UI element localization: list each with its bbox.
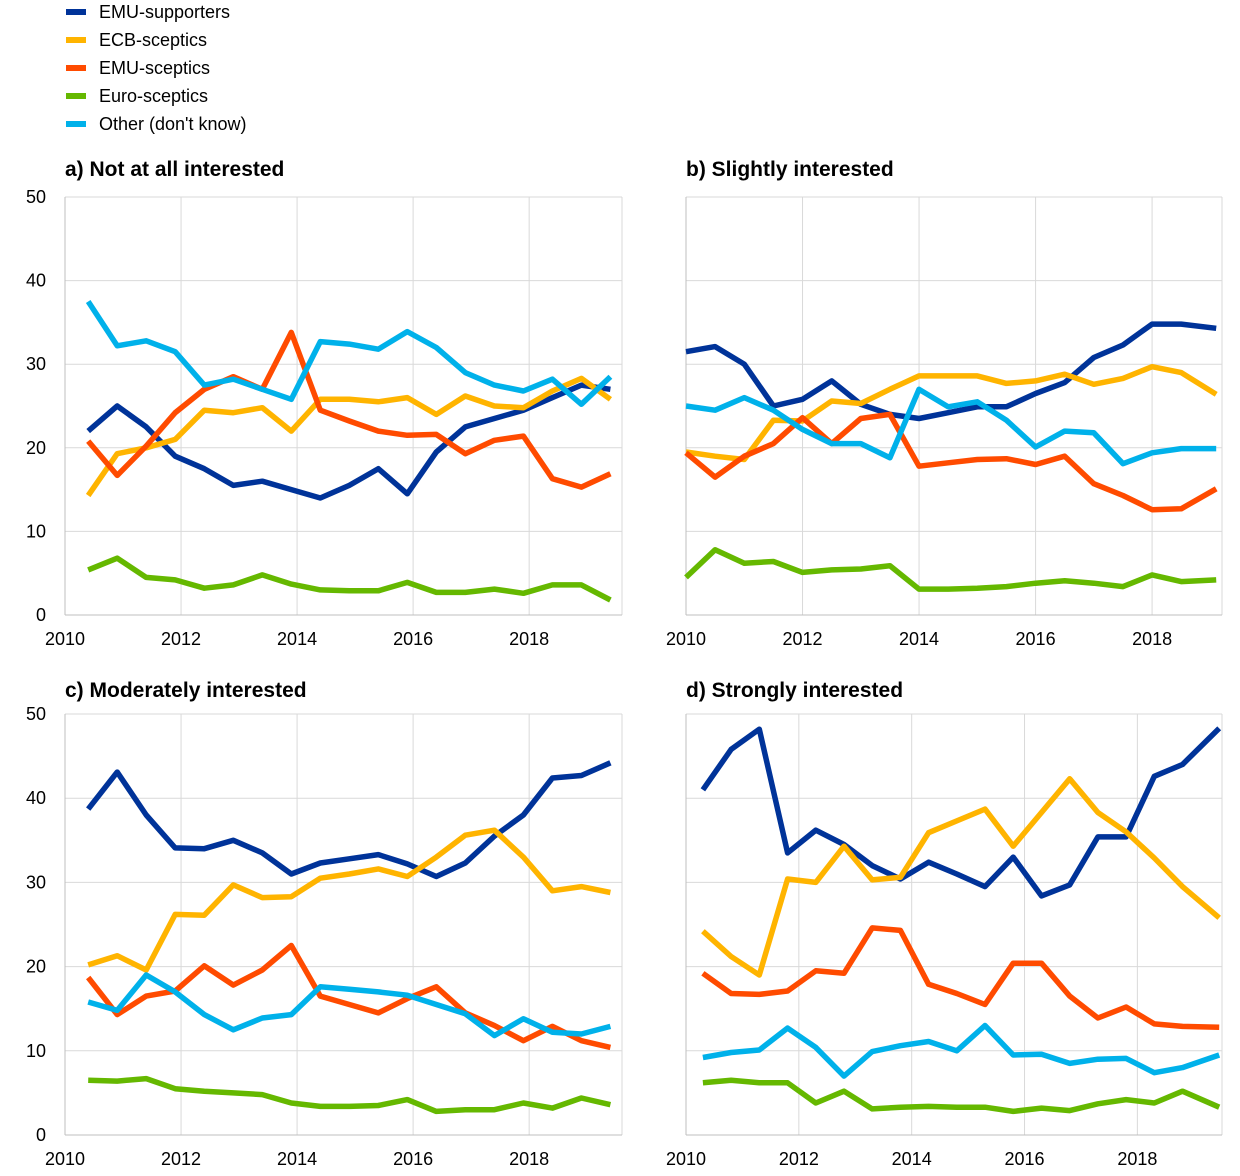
legend-item-euro_sceptics: Euro-sceptics — [66, 86, 208, 106]
series-line-other-b — [685, 386, 1217, 467]
x-tick-label-c: 2012 — [161, 1149, 201, 1169]
x-tick-label-c: 2010 — [45, 1149, 85, 1169]
y-tick-label-a: 0 — [36, 605, 46, 625]
y-tick-label-c: 30 — [26, 872, 46, 892]
panel-d: d) Strongly interested 2010 2012 2014 2016 20… — [666, 679, 1223, 1169]
y-tick-label-a: 20 — [26, 438, 46, 458]
series-line-euro_sceptics-c — [88, 1075, 612, 1115]
y-tick-label-c: 50 — [26, 704, 46, 724]
legend-item-emu_supporters: EMU-supporters — [66, 2, 230, 22]
panel-title-c: c) Moderately interested — [65, 679, 307, 702]
series-line-emu_supporters-c — [86, 760, 612, 880]
x-tick-label-d: 2014 — [892, 1149, 932, 1169]
x-tick-label-b: 2012 — [782, 629, 822, 649]
series-line-other-a — [85, 299, 613, 408]
x-tick-label-a: 2012 — [161, 629, 201, 649]
x-tick-label-c: 2018 — [509, 1149, 549, 1169]
x-tick-label-c: 2014 — [277, 1149, 317, 1169]
legend-label-other: Other (don't know) — [99, 114, 247, 134]
panel-c: c) Moderately interested 0 10 20 30 40 50 2010 2… — [26, 679, 623, 1169]
x-tick-label-a: 2014 — [277, 629, 317, 649]
x-tick-label-d: 2018 — [1117, 1149, 1157, 1169]
series-line-emu_sceptics-d — [701, 925, 1220, 1030]
series-line-ecb_sceptics-c — [87, 827, 611, 973]
series-line-emu_supporters-b — [685, 321, 1217, 422]
y-tick-label-c: 10 — [26, 1041, 46, 1061]
x-tick-label-b: 2016 — [1016, 629, 1056, 649]
series-line-ecb_sceptics-d — [701, 776, 1221, 978]
y-tick-label-a: 10 — [26, 521, 46, 541]
legend: EMU-supporters ECB-sceptics EMU-sceptics Eu… — [66, 2, 247, 134]
series-line-euro_sceptics-a — [87, 555, 612, 603]
series-line-emu_sceptics-a — [86, 329, 612, 490]
x-tick-label-c: 2016 — [393, 1149, 433, 1169]
panel-a: a) Not at all interested 0 10 20 30 40 50 2010 2… — [26, 158, 623, 649]
series-line-other-d — [702, 1022, 1221, 1079]
legend-label-ecb_sceptics: ECB-sceptics — [99, 30, 207, 50]
x-tick-label-a: 2010 — [45, 629, 85, 649]
y-tick-label-c: 40 — [26, 788, 46, 808]
legend-label-emu_supporters: EMU-supporters — [99, 2, 230, 22]
y-tick-label-a: 50 — [26, 187, 46, 207]
panel-title-a: a) Not at all interested — [65, 158, 284, 181]
legend-item-emu_sceptics: EMU-sceptics — [66, 58, 210, 78]
y-tick-label-c: 20 — [26, 957, 46, 977]
series-line-euro_sceptics-b — [684, 547, 1217, 592]
series-line-emu_sceptics-c — [86, 942, 612, 1051]
legend-item-ecb_sceptics: ECB-sceptics — [66, 30, 207, 50]
x-tick-label-a: 2018 — [509, 629, 549, 649]
x-tick-label-b: 2018 — [1132, 629, 1172, 649]
legend-label-emu_sceptics: EMU-sceptics — [99, 58, 210, 78]
y-tick-label-a: 30 — [26, 354, 46, 374]
series-line-other-c — [87, 972, 612, 1039]
series-line-ecb_sceptics-a — [85, 375, 613, 498]
panel-title-b: b) Slightly interested — [686, 158, 894, 181]
legend-item-other: Other (don't know) — [66, 114, 247, 134]
series-line-emu_supporters-d — [700, 726, 1222, 899]
panel-b: b) Slightly interested 2010 2012 2014 2016 20… — [666, 158, 1223, 649]
series-line-ecb_sceptics-b — [685, 363, 1218, 463]
x-tick-label-b: 2010 — [666, 629, 706, 649]
series-line-euro_sceptics-d — [702, 1077, 1221, 1115]
y-tick-label-a: 40 — [26, 271, 46, 291]
panel-title-d: d) Strongly interested — [686, 679, 903, 702]
legend-label-euro_sceptics: Euro-sceptics — [99, 86, 208, 106]
x-tick-label-b: 2014 — [899, 629, 939, 649]
x-tick-label-d: 2010 — [666, 1149, 706, 1169]
y-tick-label-c: 0 — [36, 1125, 46, 1145]
series-line-emu_sceptics-b — [684, 411, 1218, 513]
x-tick-label-a: 2016 — [393, 629, 433, 649]
x-tick-label-d: 2012 — [779, 1149, 819, 1169]
x-tick-label-d: 2016 — [1005, 1149, 1045, 1169]
